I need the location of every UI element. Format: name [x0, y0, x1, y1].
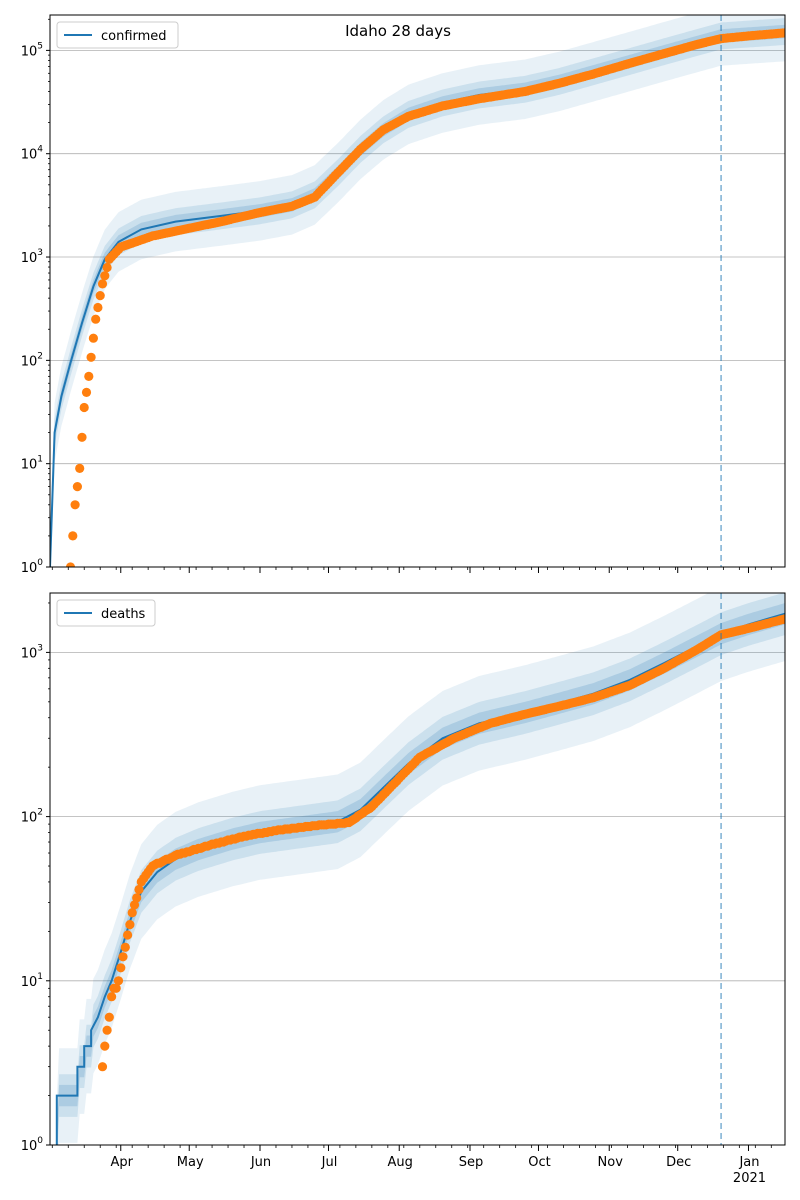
plot-area [55, 593, 785, 1145]
uncertainty-band [50, 24, 785, 567]
observed-point [77, 432, 87, 442]
x-tick-label: Apr [111, 1155, 134, 1170]
observed-point [93, 302, 103, 313]
observed-point [70, 500, 80, 510]
legend-label: deaths [101, 607, 146, 622]
observed-point [116, 963, 126, 973]
observed-point [81, 387, 92, 397]
legend-box [56, 21, 179, 49]
observed-point [132, 893, 142, 903]
y-tick-label: 104 [21, 145, 44, 163]
x-tick-label: Aug [388, 1155, 413, 1170]
observed-point [100, 271, 110, 281]
observed-point [97, 1062, 108, 1072]
observed-point [125, 920, 135, 930]
plot-area [50, 15, 785, 567]
observed-point [102, 1025, 112, 1035]
observed-point [68, 531, 78, 541]
observed-point [79, 402, 89, 413]
observed-point [72, 482, 82, 492]
observed-point [118, 952, 128, 962]
legend-box [56, 599, 156, 627]
uncertainty-band [56, 593, 785, 1145]
legend: deaths [56, 599, 156, 627]
observed-point [100, 1041, 110, 1051]
y-tick-label: 102 [21, 808, 43, 826]
observed-point [84, 371, 94, 381]
y-tick-label: 100 [21, 1136, 44, 1154]
observed-point [123, 930, 133, 940]
x-tick-label: Jul [321, 1155, 338, 1170]
observed-point [780, 28, 785, 38]
observed-point [113, 976, 124, 986]
x-year-label: 2021 [733, 1171, 766, 1186]
plot-frame [49, 14, 786, 568]
observed-point [86, 352, 96, 362]
observed-point [102, 262, 112, 273]
x-tick-label: Nov [598, 1155, 624, 1170]
y-tick-label: 102 [21, 351, 43, 369]
observed-point [97, 279, 108, 289]
y-tick-label: 105 [21, 41, 43, 59]
uncertainty-band [50, 15, 785, 567]
observed-point [88, 333, 98, 343]
chart-title: Idaho 28 days [345, 22, 451, 40]
y-tick-label: 103 [21, 248, 43, 266]
observed-point [65, 562, 76, 567]
observed-point [780, 614, 785, 624]
observed-point [104, 1012, 114, 1022]
x-tick-label: Jan [738, 1155, 759, 1170]
observed-point [111, 983, 121, 993]
observed-point [127, 908, 137, 918]
x-tick-label: Oct [528, 1155, 550, 1170]
y-tick-label: 101 [21, 972, 43, 990]
legend-label: confirmed [101, 29, 167, 44]
observed-point [134, 884, 144, 895]
confirmed-panel: 100 101 102 103 104 105 confirmed [21, 14, 786, 576]
observed-point [95, 291, 105, 301]
uncertainty-band [50, 18, 785, 567]
plot-frame [49, 592, 786, 1146]
observed-point [107, 992, 117, 1002]
observed-point [120, 942, 130, 952]
y-tick-label: 103 [21, 643, 43, 661]
observed-point [75, 463, 85, 473]
legend: confirmed [56, 21, 179, 49]
x-tick-label: Jun [250, 1155, 271, 1170]
observed-point [91, 314, 101, 324]
uncertainty-band [56, 593, 785, 1145]
x-tick-label: May [177, 1155, 204, 1170]
x-tick-label: Dec [666, 1155, 691, 1170]
y-tick-label: 101 [21, 455, 43, 473]
y-tick-label: 100 [21, 558, 44, 576]
x-tick-label: Sep [459, 1155, 484, 1170]
deaths-panel: 100 101 102 103 Apr May Jun Jul Aug Sep Oct Nov Dec J… [21, 592, 786, 1186]
observed-point [129, 900, 140, 910]
